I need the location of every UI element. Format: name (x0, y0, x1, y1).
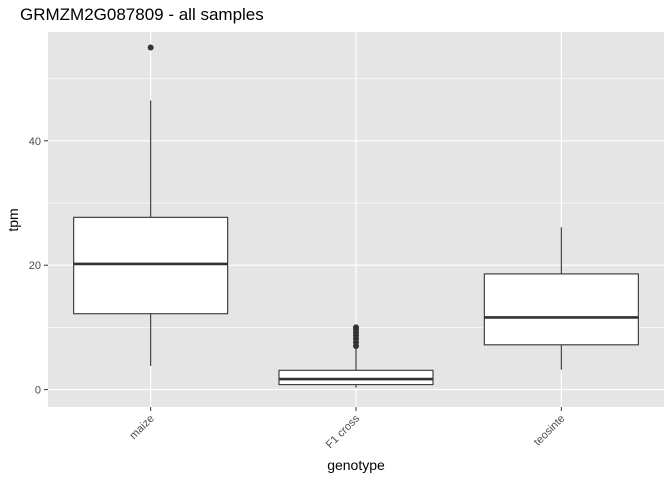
box-series (73, 44, 639, 388)
iqr-box (73, 216, 229, 315)
y-tick-label: 20 (29, 260, 41, 272)
outlier-point (353, 324, 359, 331)
outlier-point (147, 44, 154, 51)
box-maize (73, 44, 229, 366)
chart-title: GRMZM2G087809 - all samples (20, 5, 264, 24)
box-teosinte (483, 227, 639, 370)
x-tick-label: F1 cross (324, 412, 363, 451)
x-tick-label: teosinte (532, 413, 568, 449)
y-axis-title: tpm (5, 208, 21, 231)
box-f1-cross (278, 324, 434, 388)
x-axis-title: genotype (327, 457, 385, 473)
iqr-box (278, 369, 434, 386)
x-axis: maize F1 cross teosinte (128, 407, 568, 451)
x-tick-label: maize (128, 413, 157, 442)
iqr-box (483, 273, 639, 346)
y-tick-label: 40 (29, 136, 41, 148)
y-tick-label: 0 (35, 385, 41, 397)
y-axis: 0 20 40 (29, 136, 48, 397)
